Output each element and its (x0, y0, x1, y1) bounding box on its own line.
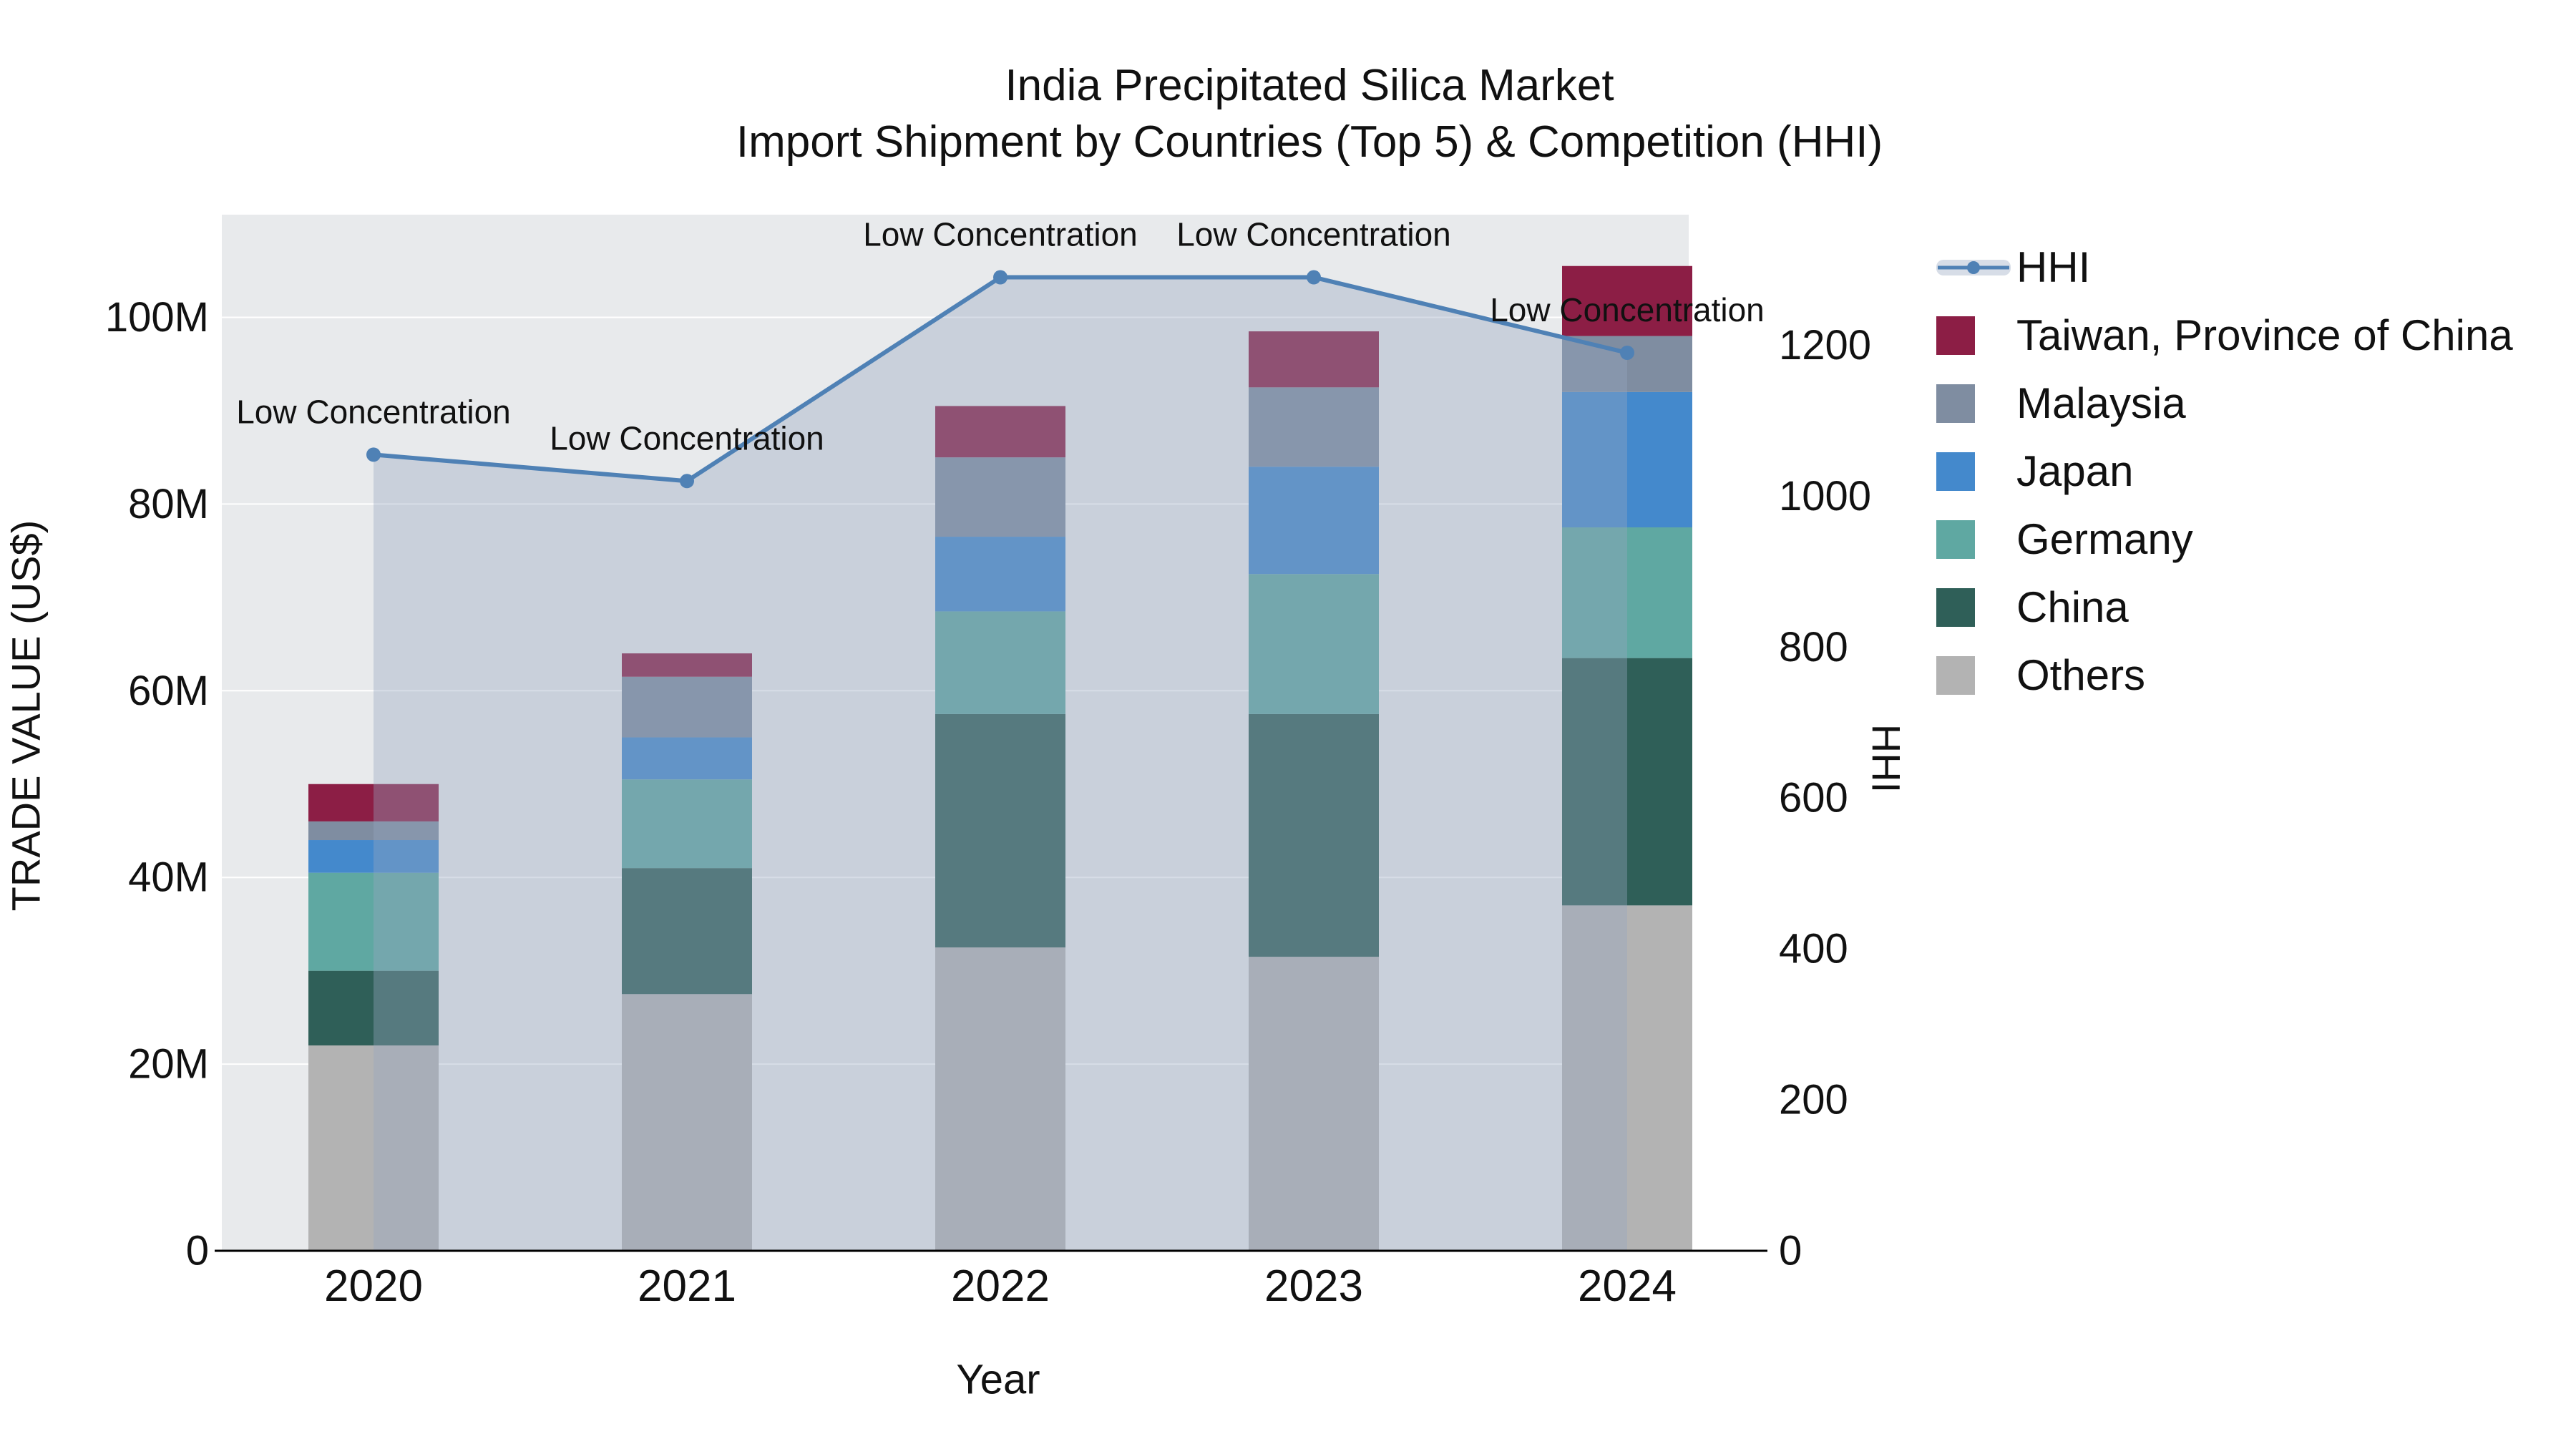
x-tick-label-2022: 2022 (951, 1262, 1050, 1311)
x-axis-title-year: Year (956, 1356, 1040, 1403)
y-axis-title-trade-value: TRADE VALUE (US$) (3, 519, 49, 912)
legend-item-hhi[interactable]: HHI (1936, 233, 2513, 301)
bar-segment-taiwan-province-of-china-2022 (935, 406, 1065, 458)
bar-segment-others-2020 (308, 1045, 439, 1251)
legend-item-taiwan-province-of-china[interactable]: Taiwan, Province of China (1936, 301, 2513, 369)
y2-tick-label: 1000 (1779, 473, 1871, 519)
legend-item-china[interactable]: China (1936, 573, 2513, 641)
legend-label-others: Others (2016, 651, 2146, 699)
x-tick-label-2021: 2021 (638, 1262, 736, 1311)
legend-swatch-icon (1936, 519, 2016, 559)
bar-segment-china-2024 (1562, 658, 1692, 906)
hhi-marker-2021 (680, 474, 694, 489)
y1-tick-label: 40M (128, 854, 209, 901)
legend-label-china: China (2016, 583, 2129, 631)
legend-swatch-icon (1936, 655, 2016, 695)
bar-segment-germany-2024 (1562, 527, 1692, 658)
bar-segment-taiwan-province-of-china-2023 (1249, 331, 1379, 388)
x-tick-label-2024: 2024 (1578, 1262, 1677, 1311)
bar-segment-others-2023 (1249, 957, 1379, 1251)
bar-segment-taiwan-province-of-china-2021 (622, 653, 752, 677)
bar-segment-japan-2020 (308, 840, 439, 873)
y2-tick-label: 200 (1779, 1077, 1848, 1123)
bar-segment-japan-2021 (622, 737, 752, 780)
legend-swatch-icon (1936, 316, 2016, 355)
hhi-marker-2024 (1620, 345, 1634, 360)
legend-color-square (1936, 316, 1975, 355)
hhi-marker-2023 (1307, 270, 1321, 285)
bar-segment-japan-2024 (1562, 391, 1692, 528)
x-tick-label-2023: 2023 (1264, 1262, 1363, 1311)
bar-segment-taiwan-province-of-china-2020 (308, 784, 439, 821)
y1-tick-label: 20M (128, 1041, 209, 1088)
bar-segment-germany-2023 (1249, 574, 1379, 714)
bar-segment-china-2023 (1249, 713, 1379, 957)
bar-segment-china-2021 (622, 868, 752, 995)
bar-segment-malaysia-2023 (1249, 387, 1379, 467)
legend-label-germany: Germany (2016, 515, 2193, 563)
hhi-area-fill (374, 277, 1627, 1251)
legend-label-malaysia: Malaysia (2016, 379, 2186, 427)
chart-title: India Precipitated Silica Market Import … (736, 57, 1883, 171)
bar-segment-germany-2022 (935, 611, 1065, 714)
y2-tick-label: 1200 (1779, 322, 1871, 369)
chart-title-line1: India Precipitated Silica Market (1005, 61, 1614, 110)
bar-segment-malaysia-2022 (935, 457, 1065, 537)
annotation-2022: Low Concentration (863, 216, 1138, 253)
legend-label-hhi: HHI (2016, 243, 2091, 291)
bar-segment-others-2021 (622, 994, 752, 1251)
y2-tick-label: 800 (1779, 624, 1848, 670)
bar-segment-japan-2022 (935, 537, 1065, 612)
y1-tick-label: 100M (105, 294, 209, 341)
legend-label-japan: Japan (2016, 447, 2134, 495)
bar-segment-malaysia-2024 (1562, 336, 1692, 392)
legend-item-germany[interactable]: Germany (1936, 505, 2513, 573)
y1-tick-label: 80M (128, 481, 209, 527)
annotation-2024: Low Concentration (1490, 291, 1765, 328)
y1-tick-label: 60M (128, 668, 209, 714)
legend-item-japan[interactable]: Japan (1936, 437, 2513, 505)
y1-tick-label: 0 (186, 1228, 209, 1274)
legend-swatch-icon (1936, 587, 2016, 627)
annotation-2021: Low Concentration (550, 419, 824, 457)
y-axis-title-hhi: HHI (1863, 723, 1909, 794)
bar-segment-japan-2023 (1249, 467, 1379, 575)
legend-label-taiwan-province-of-china: Taiwan, Province of China (2016, 311, 2513, 359)
bar-segment-others-2022 (935, 947, 1065, 1251)
y2-tick-label: 400 (1779, 926, 1848, 972)
legend-color-square (1936, 519, 1975, 559)
bar-segment-germany-2020 (308, 872, 439, 971)
bar-segment-china-2022 (935, 713, 1065, 948)
bar-segment-taiwan-province-of-china-2024 (1562, 265, 1692, 336)
legend-item-malaysia[interactable]: Malaysia (1936, 369, 2513, 437)
x-tick-label-2020: 2020 (324, 1262, 423, 1311)
hhi-marker-2020 (366, 447, 381, 462)
bar-segment-others-2024 (1562, 905, 1692, 1251)
annotation-2023: Low Concentration (1176, 216, 1451, 253)
legend-item-others[interactable]: Others (1936, 641, 2513, 709)
bar-segment-malaysia-2021 (622, 676, 752, 738)
legend-color-square (1936, 587, 1975, 627)
legend-swatch-icon (1936, 452, 2016, 491)
legend-color-square (1936, 384, 1975, 423)
legend-color-square (1936, 655, 1975, 695)
hhi-line-swatch-icon (1936, 253, 2016, 282)
bar-segment-germany-2021 (622, 779, 752, 869)
hhi-marker-2022 (993, 270, 1008, 285)
y2-tick-label: 0 (1779, 1228, 1802, 1274)
legend-swatch-icon (1936, 384, 2016, 423)
annotation-2020: Low Concentration (236, 393, 511, 430)
legend: HHI Taiwan, Province of China Malaysia Japa… (1936, 233, 2513, 709)
bar-segment-malaysia-2020 (308, 821, 439, 841)
y2-tick-label: 600 (1779, 775, 1848, 821)
bar-segment-china-2020 (308, 970, 439, 1046)
legend-color-square (1936, 452, 1975, 491)
chart-title-line2: Import Shipment by Countries (Top 5) & C… (736, 117, 1883, 167)
